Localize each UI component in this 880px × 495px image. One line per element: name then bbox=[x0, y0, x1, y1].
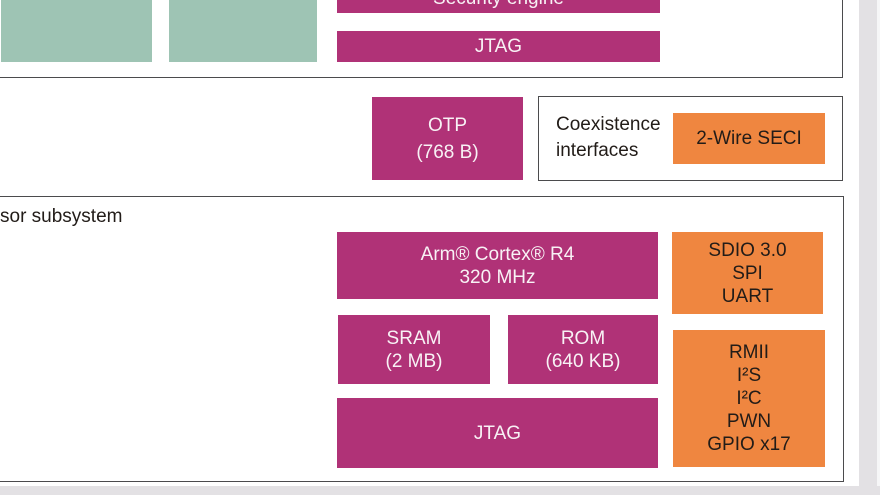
sram-block: SRAM (2 MB) bbox=[338, 315, 490, 384]
security-engine-label: Security engine bbox=[433, 0, 564, 10]
seci-label: 2-Wire SECI bbox=[696, 128, 802, 149]
peripherals-block: RMII I²S I²C PWN GPIO x17 bbox=[673, 330, 825, 467]
cpu-block: Arm® Cortex® R4 320 MHz bbox=[337, 232, 658, 299]
security-jtag-label: JTAG bbox=[474, 36, 523, 57]
page-edge-sliver bbox=[877, 0, 880, 486]
processor-jtag-block: JTAG bbox=[337, 398, 658, 468]
peripherals-label-line1: RMII bbox=[728, 342, 770, 363]
sram-label-line2: (2 MB) bbox=[385, 350, 443, 372]
otp-label-line2: (768 B) bbox=[416, 141, 479, 163]
coexistence-label-line2: interfaces bbox=[556, 140, 639, 161]
peripherals-label-line2: I²S bbox=[736, 365, 762, 386]
sram-label-line1: SRAM bbox=[386, 327, 442, 349]
peripherals-label-line3: I²C bbox=[736, 388, 762, 409]
cpu-label-line2: 320 MHz bbox=[459, 266, 536, 288]
peripherals-label-line4: PWN bbox=[726, 411, 772, 432]
cpu-label-line1: Arm® Cortex® R4 bbox=[420, 243, 575, 265]
rom-label-line2: (640 KB) bbox=[545, 350, 621, 372]
peripherals-label-line5: GPIO x17 bbox=[707, 434, 791, 455]
otp-label-line1: OTP bbox=[427, 114, 468, 136]
security-jtag-block: JTAG bbox=[337, 31, 660, 62]
coexistence-label: Coexistence interfaces bbox=[556, 112, 661, 164]
coexistence-label-line1: Coexistence bbox=[556, 114, 661, 135]
processor-jtag-label: JTAG bbox=[473, 422, 522, 444]
seci-block: 2-Wire SECI bbox=[673, 113, 825, 164]
processor-subsystem-label: sor subsystem bbox=[0, 206, 123, 227]
security-engine-block: Security engine bbox=[337, 0, 660, 13]
security-green-block-1 bbox=[1, 0, 152, 62]
rom-block: ROM (640 KB) bbox=[508, 315, 658, 384]
rom-label-line1: ROM bbox=[560, 327, 606, 349]
otp-block: OTP (768 B) bbox=[372, 97, 523, 180]
sdio-block: SDIO 3.0 SPI UART bbox=[672, 232, 823, 314]
sdio-label-line3: UART bbox=[721, 285, 774, 307]
sdio-label-line1: SDIO 3.0 bbox=[708, 239, 787, 261]
sdio-label-line2: SPI bbox=[732, 262, 763, 284]
security-green-block-2 bbox=[169, 0, 317, 62]
